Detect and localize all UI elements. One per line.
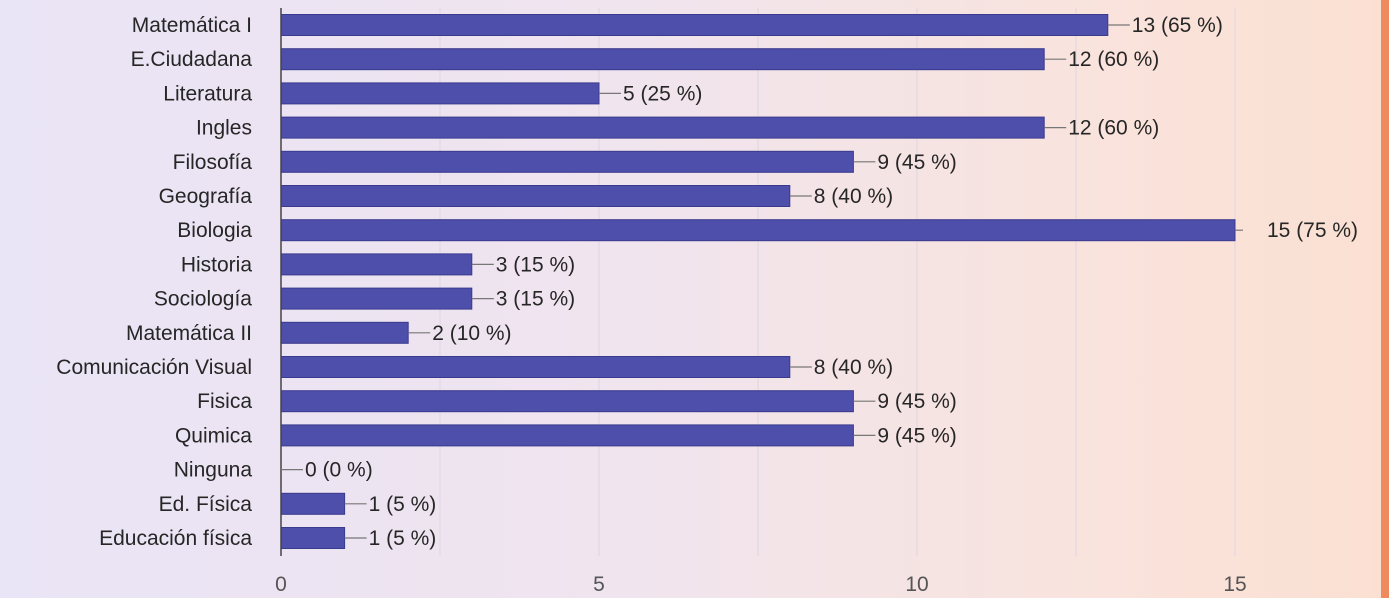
x-tick-label: 10 [905,573,928,596]
category-label: Ninguna [174,459,253,482]
category-label: Educación física [99,527,252,550]
category-label: Historia [181,253,253,276]
category-label: E.Ciudadana [131,48,253,71]
bar [280,82,600,105]
value-label: 2 (10 %) [432,322,511,345]
category-labels: Matemática I E.Ciudadana Literatura Ingles F… [56,14,252,550]
value-label: 8 (40 %) [814,185,893,208]
bar [280,321,409,344]
category-label: Ingles [196,117,252,140]
category-label: Comunicación Visual [56,356,252,379]
value-label: 0 (0 %) [305,459,373,482]
value-label: 3 (15 %) [496,288,575,311]
category-label: Matemática II [126,322,252,345]
x-ticks: 0 5 10 15 [275,573,1247,596]
x-tick-label: 5 [593,573,605,596]
category-label: Literatura [163,82,252,105]
category-label: Biologia [177,219,252,242]
bar [280,150,854,173]
value-label: 12 (60 %) [1068,48,1159,71]
value-labels: 13 (65 %) 12 (60 %) 5 (25 %) 12 (60 %) 9 (45… [281,14,1358,550]
grid-lines [439,8,1236,556]
value-label: 9 (45 %) [877,390,956,413]
bar [280,527,346,549]
value-label: 9 (45 %) [877,424,956,447]
category-label: Ed. Física [159,493,253,516]
value-label: 8 (40 %) [814,356,893,379]
bar [280,356,791,378]
bars [280,14,1236,549]
bar [280,48,1045,71]
category-label: Geografía [159,185,253,208]
category-label: Sociología [154,288,252,311]
x-tick-label: 0 [275,573,287,596]
right-edge-accent [1381,0,1389,598]
category-label: Matemática I [132,14,252,37]
x-tick-label: 15 [1223,573,1246,596]
category-label: Fisica [197,390,252,413]
bar [280,424,854,447]
value-label: 1 (5 %) [369,493,437,516]
value-label: 1 (5 %) [369,527,437,550]
value-label: 9 (45 %) [877,151,956,174]
value-label: 15 (75 %) [1267,219,1358,242]
bar [280,14,1109,36]
value-label: 3 (15 %) [496,253,575,276]
value-label: 13 (65 %) [1132,14,1223,37]
category-label: Filosofía [173,151,253,174]
bar [280,219,1236,242]
bar [280,287,473,310]
category-label: Quimica [175,424,252,447]
value-label: 5 (25 %) [623,82,702,105]
bar [280,390,854,413]
value-label: 12 (60 %) [1068,117,1159,140]
bar [280,116,1045,139]
bar [280,185,791,207]
bar [280,253,473,276]
bar [280,492,346,515]
